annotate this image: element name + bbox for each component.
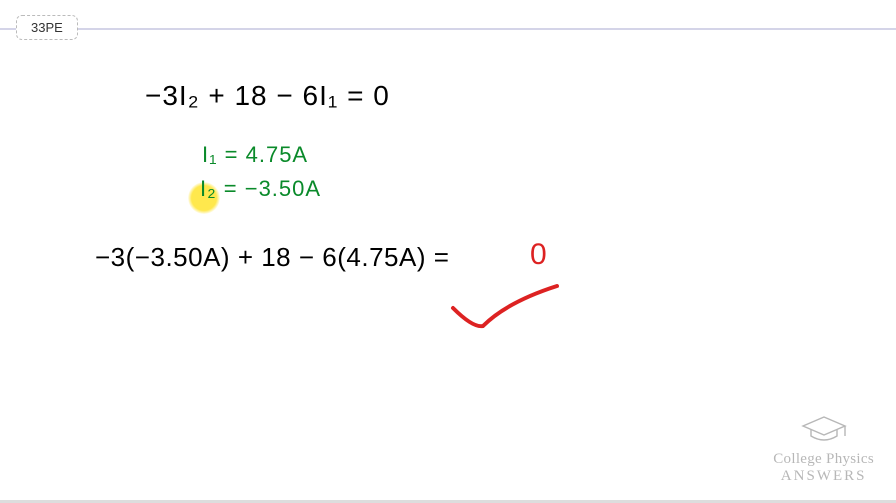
branding-line2: Answers <box>773 468 874 485</box>
kvl-equation: −3I₂ + 18 − 6I₁ = 0 <box>145 80 390 112</box>
problem-tag: 33PE <box>16 15 78 40</box>
substitution-lhs: −3(−3.50A) + 18 − 6(4.75A) = <box>95 242 449 273</box>
substitution-lhs-text: −3(−3.50A) + 18 − 6(4.75A) = <box>95 242 449 272</box>
kvl-equation-text: −3I₂ + 18 − 6I₁ = 0 <box>145 80 390 111</box>
value-i2-text: I₂ = −3.50A <box>200 176 321 201</box>
value-i2: I₂ = −3.50A <box>200 176 321 202</box>
checkmark-icon <box>445 280 565 340</box>
value-i1-text: I₁ = 4.75A <box>202 142 308 167</box>
top-divider <box>0 28 896 30</box>
graduation-cap-icon <box>801 414 847 444</box>
branding: College Physics Answers <box>773 414 874 485</box>
substitution-rhs-text: 0 <box>530 238 547 271</box>
value-i1: I₁ = 4.75A <box>202 142 308 168</box>
problem-tag-label: 33PE <box>31 20 63 35</box>
branding-line1: College Physics <box>773 451 874 468</box>
substitution-rhs: 0 <box>530 238 547 272</box>
